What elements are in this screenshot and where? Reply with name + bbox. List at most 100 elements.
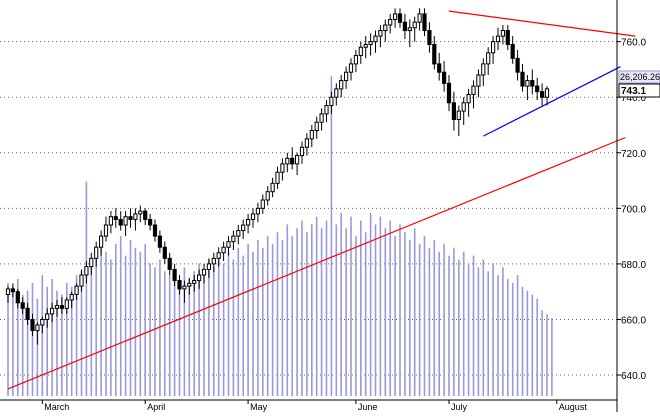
candle-body-up	[45, 313, 50, 320]
candle-body-up	[260, 199, 265, 209]
candle-body-up	[388, 18, 393, 26]
candle-body-up	[64, 299, 69, 309]
volume-value-box	[618, 70, 660, 84]
candle-body-up	[314, 121, 319, 132]
candle-body-up	[339, 80, 344, 90]
candle-body-up	[226, 241, 231, 248]
candle-body-up	[319, 113, 324, 123]
candle-body-down	[442, 71, 447, 84]
candle-body-down	[25, 307, 30, 320]
candle-body-down	[446, 82, 452, 104]
x-tick-label: May	[250, 402, 268, 412]
candle-body-down	[437, 63, 442, 73]
trendline-layer	[7, 10, 636, 390]
trendline	[7, 136, 626, 390]
candle-layer	[5, 8, 550, 345]
candle-body-down	[402, 21, 407, 32]
candle-body-up	[84, 266, 89, 276]
candle-body-up	[363, 43, 368, 48]
candle-body-up	[275, 171, 280, 184]
candle-body-down	[515, 57, 520, 73]
candle-body-up	[285, 157, 290, 165]
candle-body-down	[535, 85, 540, 93]
last-price-text: 743.1	[621, 86, 646, 97]
candle-body-up	[500, 30, 505, 37]
candle-body-up	[187, 282, 192, 287]
candle-body-down	[505, 30, 510, 45]
candle-body-down	[148, 218, 153, 226]
candle-body-down	[172, 268, 177, 282]
candle-body-up	[54, 305, 60, 309]
candle-body-up	[481, 63, 486, 76]
candle-body-up	[407, 27, 412, 32]
candle-body-up	[250, 213, 256, 220]
candle-body-up	[544, 88, 550, 98]
candle-body-up	[246, 218, 251, 226]
candle-body-down	[177, 280, 182, 290]
candle-body-down	[162, 246, 167, 259]
candle-body-down	[157, 235, 163, 248]
candle-body-up	[265, 191, 270, 201]
candle-body-down	[20, 302, 25, 309]
volume-layer	[7, 76, 553, 396]
candle-body-up	[192, 280, 197, 284]
x-tick-label: April	[147, 402, 165, 412]
candle-body-up	[216, 252, 221, 259]
candle-body-up	[353, 55, 358, 65]
candle-body-up	[368, 41, 373, 45]
x-tick-layer: March April May June July August	[41, 400, 588, 412]
candle-body-up	[103, 224, 109, 237]
candle-body-down	[118, 218, 123, 226]
candle-body-up	[206, 263, 212, 270]
candle-body-up	[373, 35, 378, 43]
candle-body-down	[59, 305, 64, 309]
candle-body-up	[348, 63, 354, 73]
candle-body-up	[89, 257, 94, 268]
y-tick-label: 660.0	[621, 315, 646, 326]
last-price-box	[618, 83, 660, 98]
candle-body-up	[417, 13, 422, 23]
candle-body-down	[113, 216, 118, 220]
candle-body-up	[270, 182, 275, 193]
candle-body-up	[211, 257, 216, 265]
candle-body-up	[456, 110, 461, 120]
volume-value-label: 26,206.26	[618, 70, 660, 84]
candle-body-down	[397, 13, 403, 23]
candle-body-up	[123, 216, 128, 226]
candle-body-up	[334, 88, 339, 98]
candle-body-up	[221, 246, 226, 254]
candle-body-up	[495, 35, 501, 43]
candle-body-up	[138, 210, 143, 215]
candle-body-down	[427, 30, 432, 45]
y-tick-label: 680.0	[621, 260, 646, 271]
y-tick-label: 760.0	[621, 38, 646, 49]
candle-body-down	[510, 43, 515, 59]
candle-body-down	[152, 224, 158, 237]
candle-body-up	[133, 213, 138, 220]
candle-body-up	[491, 41, 496, 54]
candle-body-up	[299, 146, 305, 157]
candle-body-up	[99, 235, 104, 248]
candle-body-up	[378, 30, 383, 37]
candle-body-up	[108, 216, 114, 226]
candle-body-up	[383, 24, 388, 32]
candle-body-up	[461, 102, 466, 112]
candle-body-down	[30, 318, 35, 332]
candle-body-up	[5, 288, 11, 295]
candle-body-up	[476, 74, 481, 87]
candle-body-up	[486, 52, 491, 65]
y-tick-label: 720.0	[621, 149, 646, 160]
candle-body-up	[182, 285, 187, 290]
candle-body-up	[197, 274, 202, 282]
x-tick-label: August	[559, 402, 588, 412]
candle-body-up	[412, 21, 417, 29]
trendline	[483, 66, 621, 137]
candle-body-up	[304, 138, 309, 148]
candle-body-up	[358, 46, 363, 57]
candle-body-up	[329, 96, 334, 107]
candle-body-up	[241, 224, 246, 232]
candle-body-up	[231, 235, 236, 243]
candle-body-down	[290, 157, 295, 165]
